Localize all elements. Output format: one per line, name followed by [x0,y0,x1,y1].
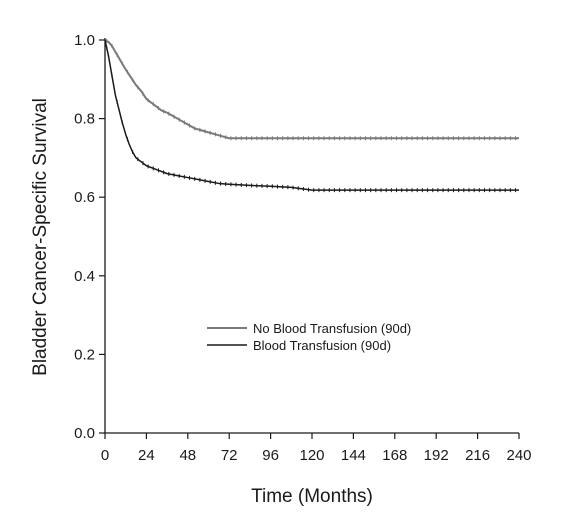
y-tick-label: 0.0 [74,425,95,442]
y-tick-label: 0.6 [74,189,95,206]
legend-label: No Blood Transfusion (90d) [253,321,411,336]
x-axis-title: Time (Months) [251,486,373,507]
y-tick-label: 0.4 [74,268,95,285]
x-tick-label: 168 [382,447,407,464]
x-tick-label: 240 [506,447,531,464]
y-tick-label: 0.2 [74,346,95,363]
legend: No Blood Transfusion (90d) Blood Transfus… [207,321,411,353]
x-tick-label: 0 [101,447,109,464]
y-axis-title: Bladder Cancer-Specific Survival [30,98,51,376]
axes: 0 24 48 72 96 120 144 168 192 216 240 0.0 0.2 0.4 0.6 0… [74,32,531,464]
x-tick-label: 96 [262,447,279,464]
x-tick-label: 72 [221,447,238,464]
series-layer [104,38,519,193]
x-tick-label: 216 [465,447,490,464]
x-tick-label: 120 [299,447,324,464]
y-tick-label: 1.0 [74,32,95,49]
series-line-no-transfusion [104,39,519,140]
x-tick-label: 144 [341,447,366,464]
legend-label: Blood Transfusion (90d) [253,338,391,353]
x-tick-label: 192 [424,447,449,464]
x-tick-label: 24 [138,447,155,464]
x-tick-label: 48 [179,447,196,464]
series-line-transfusion [104,39,519,191]
y-tick-label: 0.8 [74,111,95,128]
